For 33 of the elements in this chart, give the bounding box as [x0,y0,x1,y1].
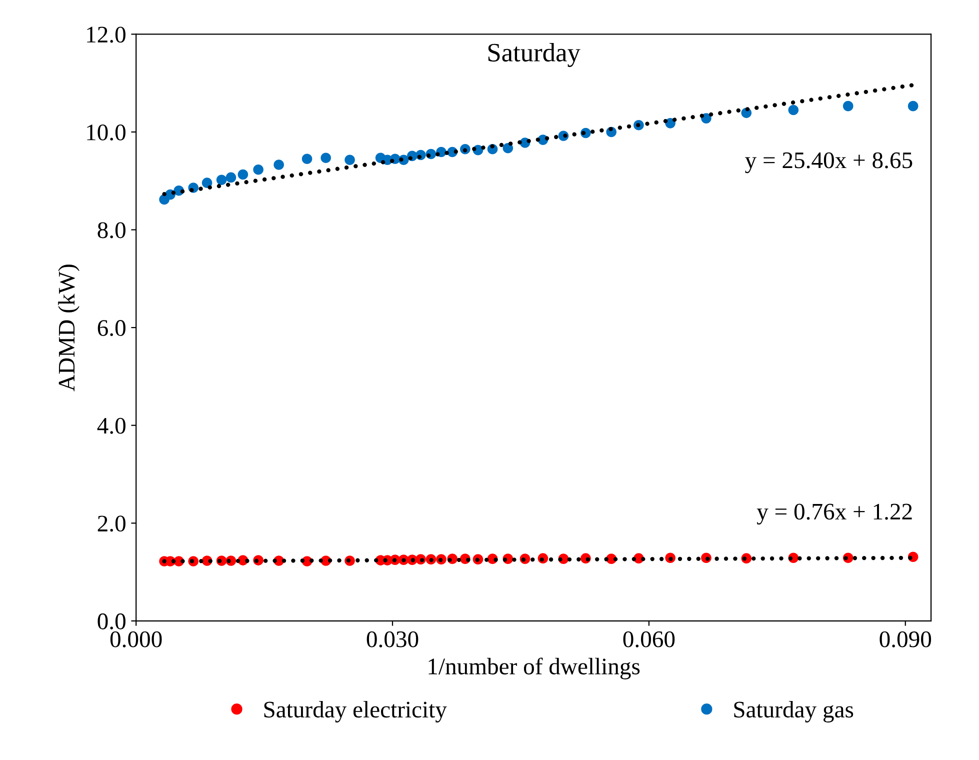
y-tick-label: 4.0 [97,418,126,434]
y-tick-label: 0.0 [98,613,126,630]
point [202,178,212,188]
annotation: y = 25.40x + 8.65 [745,152,912,174]
point [302,154,312,164]
x-tick-label: 0.030 [366,631,418,648]
point [238,169,248,180]
point [344,154,355,166]
point [502,142,514,154]
y-tick-label: 12.0 [87,26,126,43]
y-tick-label: 10.0 [87,124,126,141]
y-tick-label: 8.0 [98,222,126,238]
annotation: y = 0.76x + 1.22 [756,504,912,525]
point [908,100,918,112]
legend-label: Saturday gas [734,700,854,722]
point [320,152,331,164]
y-axis-title: ADMD (kW) [58,264,80,392]
point [788,104,799,116]
y-tick-label: 6.0 [98,320,126,336]
point [274,160,284,170]
legend-label: Saturday electricity [264,700,447,722]
point [216,174,227,186]
x-tick-label: 0.060 [623,631,675,648]
y-tick-label: 2.0 [98,516,126,532]
point [226,172,236,183]
point [842,100,854,112]
point [253,164,264,175]
point [375,152,386,164]
x-tick-label: 0.000 [110,631,162,648]
x-tick-label: 0.090 [880,631,932,648]
chart-title: Saturday [488,43,580,68]
point [159,194,170,205]
x-axis-title: 1/number of dwellings [428,658,640,680]
